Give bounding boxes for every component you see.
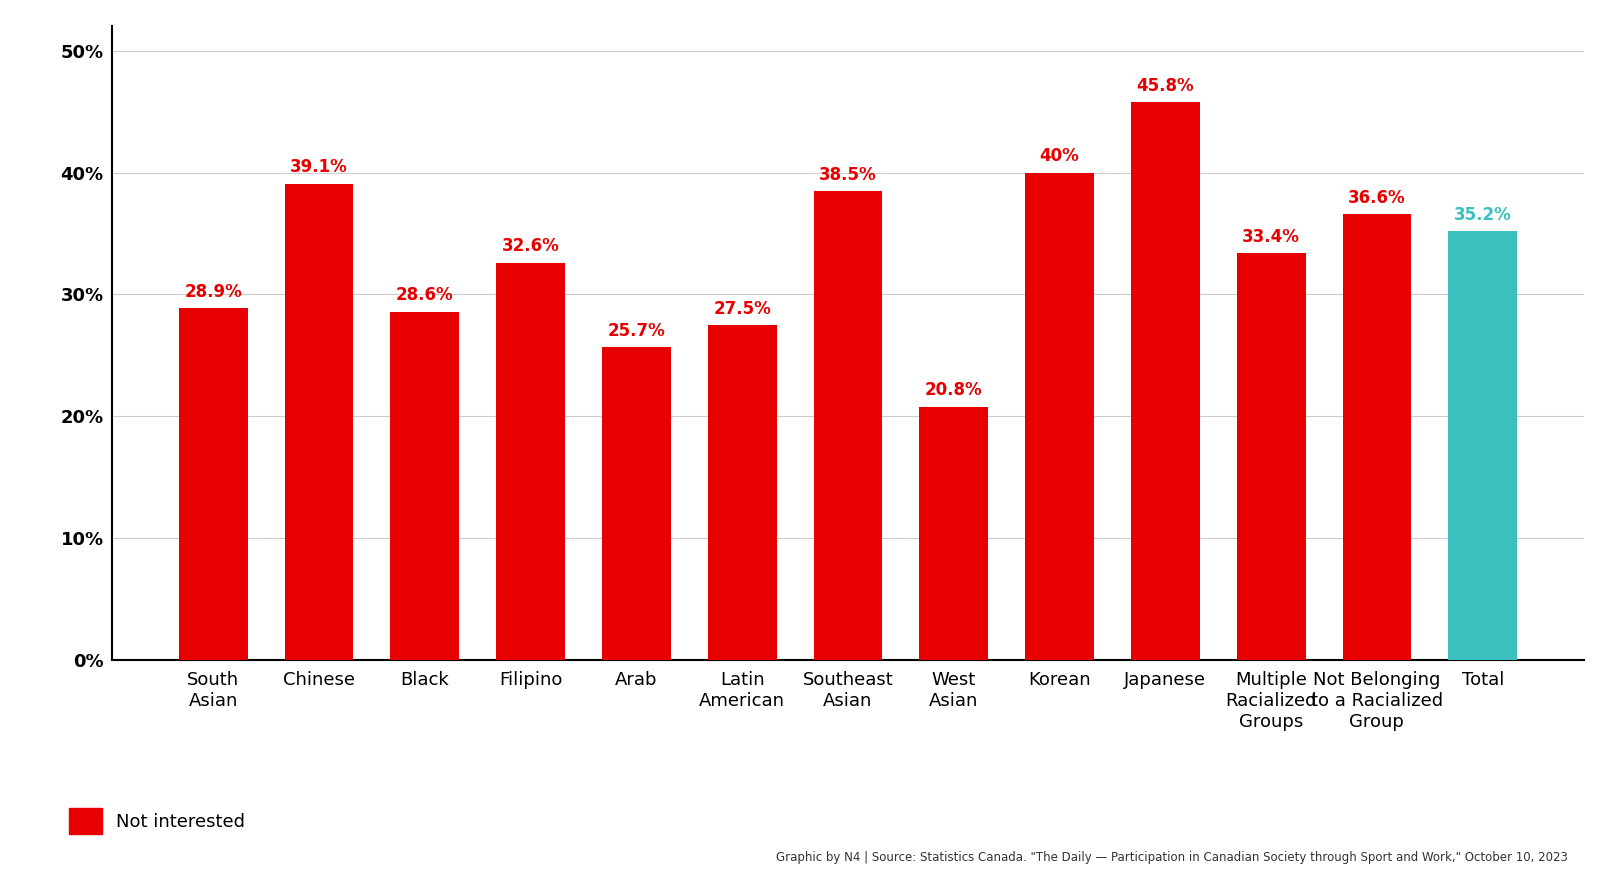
Bar	[707, 325, 776, 660]
Bar	[602, 347, 670, 660]
Bar	[920, 407, 989, 660]
Bar	[1026, 172, 1094, 660]
Text: 27.5%: 27.5%	[714, 299, 771, 318]
Bar	[1131, 102, 1200, 660]
Text: 39.1%: 39.1%	[290, 158, 347, 176]
Text: 28.9%: 28.9%	[184, 282, 242, 301]
Text: 33.4%: 33.4%	[1242, 228, 1301, 246]
Text: 25.7%: 25.7%	[608, 321, 666, 340]
Bar	[1237, 253, 1306, 660]
Text: 40%: 40%	[1040, 147, 1080, 165]
Text: 36.6%: 36.6%	[1349, 188, 1406, 207]
Bar	[496, 263, 565, 660]
Legend: Not interested: Not interested	[62, 801, 253, 841]
Bar	[814, 191, 882, 660]
Text: Graphic by N4 | Source: Statistics Canada. "The Daily — Participation in Canadia: Graphic by N4 | Source: Statistics Canad…	[776, 851, 1568, 864]
Text: 28.6%: 28.6%	[397, 286, 454, 304]
Text: 32.6%: 32.6%	[502, 238, 560, 255]
Text: 45.8%: 45.8%	[1136, 77, 1194, 95]
Bar	[1448, 231, 1517, 660]
Bar	[390, 312, 459, 660]
Text: 38.5%: 38.5%	[819, 165, 877, 184]
Bar	[285, 184, 354, 660]
Text: 20.8%: 20.8%	[925, 381, 982, 400]
Text: 35.2%: 35.2%	[1454, 206, 1512, 224]
Bar	[179, 308, 248, 660]
Bar	[1342, 214, 1411, 660]
